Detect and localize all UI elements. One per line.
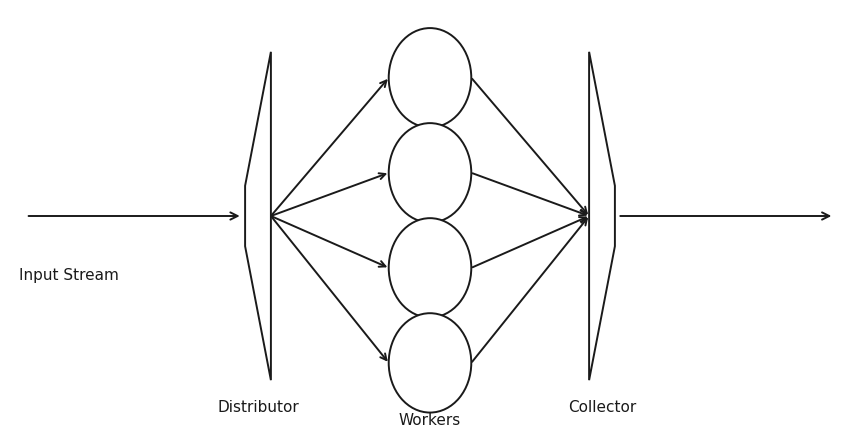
FancyArrowPatch shape <box>273 173 385 216</box>
Ellipse shape <box>389 123 471 222</box>
FancyArrowPatch shape <box>472 79 587 213</box>
FancyArrowPatch shape <box>472 217 586 267</box>
Text: Distributor: Distributor <box>217 400 299 415</box>
FancyArrowPatch shape <box>272 217 386 360</box>
Text: Collector: Collector <box>568 400 636 415</box>
Text: Input Stream: Input Stream <box>19 268 119 283</box>
Ellipse shape <box>389 218 471 318</box>
Ellipse shape <box>389 313 471 413</box>
FancyArrowPatch shape <box>272 216 385 267</box>
FancyArrowPatch shape <box>272 80 386 215</box>
Text: Workers: Workers <box>399 413 461 428</box>
Ellipse shape <box>389 28 471 127</box>
FancyArrowPatch shape <box>472 219 587 362</box>
FancyArrowPatch shape <box>473 173 586 216</box>
